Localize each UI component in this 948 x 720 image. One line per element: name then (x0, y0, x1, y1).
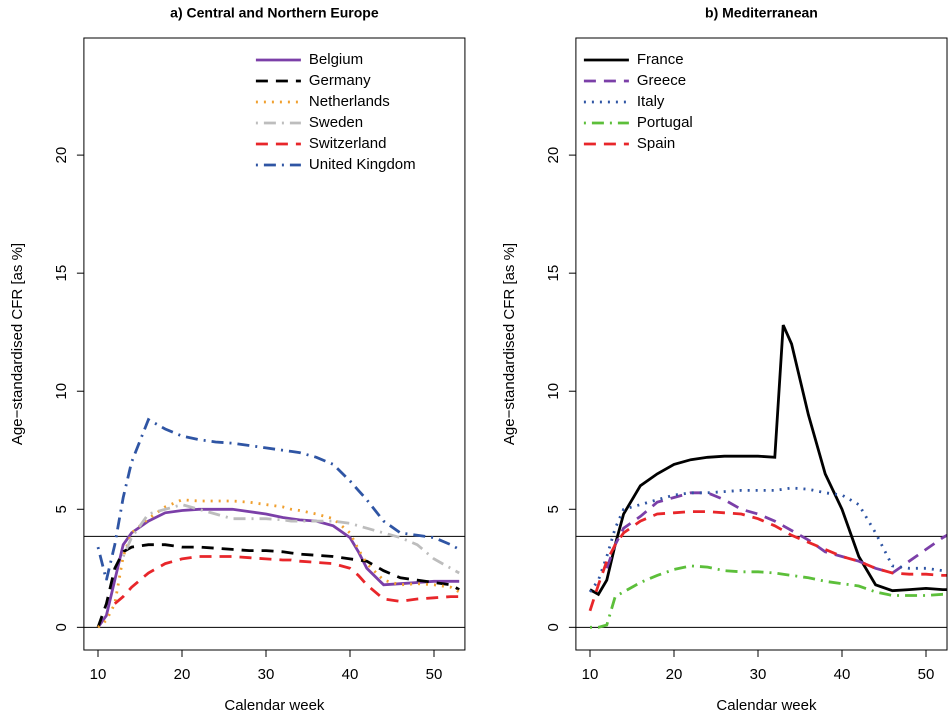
x-axis-label: Calendar week (716, 697, 817, 714)
plot-frame (83, 37, 466, 651)
legend-label: Switzerland (309, 135, 387, 152)
series-line (113, 555, 460, 605)
x-axis-label: Calendar week (224, 697, 325, 714)
legend-label: Portugal (637, 114, 693, 131)
series-line (121, 503, 460, 575)
series-line (588, 510, 948, 612)
x-tick-label: 50 (426, 666, 443, 683)
legend-label: Germany (309, 72, 371, 89)
y-tick-label: 0 (545, 623, 562, 631)
x-tick-label: 30 (750, 666, 767, 683)
y-axis-label: Age−standardised CFR [as %] (501, 243, 518, 445)
series-line (96, 507, 460, 629)
x-tick-label: 10 (582, 666, 599, 683)
legend-label: Greece (637, 72, 686, 89)
legend-label: Italy (637, 93, 665, 110)
series-line (605, 491, 948, 575)
y-tick-label: 5 (53, 505, 70, 513)
y-axis-label: Age−standardised CFR [as %] (9, 243, 26, 445)
series-line (96, 417, 460, 581)
panel: a) Central and Northern Europe Calendar w… (9, 5, 466, 714)
legend-label: Belgium (309, 51, 363, 68)
x-tick-label: 50 (918, 666, 935, 683)
x-tick-label: 40 (342, 666, 359, 683)
series-line (589, 324, 948, 597)
series-line (590, 564, 948, 629)
x-tick-label: 20 (666, 666, 683, 683)
series-line (96, 543, 460, 628)
legend-label: Spain (637, 135, 675, 152)
series-line (97, 498, 460, 629)
y-tick-label: 0 (53, 623, 70, 631)
y-tick-label: 10 (545, 383, 562, 400)
legend-label: United Kingdom (309, 156, 416, 173)
panel: b) Mediterranean Calendar week Age−standar… (501, 5, 948, 714)
y-tick-label: 15 (53, 265, 70, 282)
x-tick-label: 30 (258, 666, 275, 683)
legend-label: Sweden (309, 114, 363, 131)
legend-label: Netherlands (309, 93, 390, 110)
y-tick-label: 15 (545, 265, 562, 282)
plot-frame (575, 37, 948, 651)
y-tick-label: 5 (545, 505, 562, 513)
panel-title: b) Mediterranean (705, 5, 818, 21)
x-tick-label: 40 (834, 666, 851, 683)
legend-label: France (637, 51, 684, 68)
series-line (588, 486, 948, 593)
x-tick-label: 20 (174, 666, 191, 683)
y-tick-label: 10 (53, 383, 70, 400)
y-tick-label: 20 (545, 147, 562, 164)
y-tick-label: 20 (53, 147, 70, 164)
x-tick-label: 10 (90, 666, 107, 683)
panel-title: a) Central and Northern Europe (170, 5, 379, 21)
